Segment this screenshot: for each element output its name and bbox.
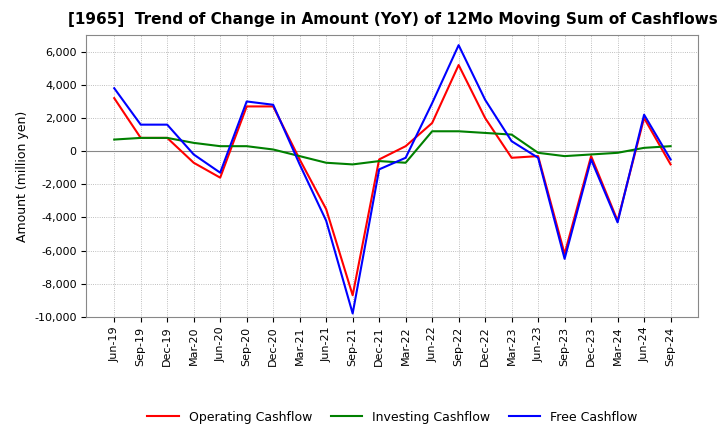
Investing Cashflow bbox=[216, 143, 225, 149]
Free Cashflow bbox=[454, 43, 463, 48]
Free Cashflow bbox=[481, 97, 490, 103]
Free Cashflow bbox=[348, 311, 357, 316]
Investing Cashflow bbox=[136, 135, 145, 140]
Free Cashflow bbox=[375, 167, 384, 172]
Investing Cashflow bbox=[454, 128, 463, 134]
Operating Cashflow bbox=[560, 251, 569, 257]
Free Cashflow bbox=[243, 99, 251, 104]
Investing Cashflow bbox=[666, 143, 675, 149]
Free Cashflow bbox=[428, 100, 436, 106]
Free Cashflow bbox=[269, 102, 277, 107]
Free Cashflow bbox=[587, 157, 595, 162]
Investing Cashflow bbox=[110, 137, 119, 142]
Operating Cashflow bbox=[136, 135, 145, 140]
Free Cashflow bbox=[534, 155, 542, 161]
Investing Cashflow bbox=[375, 158, 384, 164]
Operating Cashflow bbox=[613, 218, 622, 224]
Free Cashflow bbox=[640, 112, 649, 117]
Free Cashflow bbox=[508, 139, 516, 144]
Operating Cashflow bbox=[401, 143, 410, 149]
Operating Cashflow bbox=[640, 115, 649, 121]
Free Cashflow bbox=[613, 220, 622, 225]
Operating Cashflow bbox=[110, 95, 119, 101]
Operating Cashflow bbox=[375, 157, 384, 162]
Free Cashflow bbox=[666, 157, 675, 162]
Legend: Operating Cashflow, Investing Cashflow, Free Cashflow: Operating Cashflow, Investing Cashflow, … bbox=[143, 406, 642, 429]
Investing Cashflow bbox=[269, 147, 277, 152]
Investing Cashflow bbox=[243, 143, 251, 149]
Operating Cashflow bbox=[295, 157, 304, 162]
Investing Cashflow bbox=[401, 160, 410, 165]
Investing Cashflow bbox=[613, 150, 622, 155]
Free Cashflow bbox=[189, 152, 198, 157]
Operating Cashflow bbox=[454, 62, 463, 68]
Investing Cashflow bbox=[163, 135, 171, 140]
Line: Free Cashflow: Free Cashflow bbox=[114, 45, 670, 313]
Investing Cashflow bbox=[189, 140, 198, 146]
Operating Cashflow bbox=[322, 206, 330, 212]
Line: Operating Cashflow: Operating Cashflow bbox=[114, 65, 670, 295]
Y-axis label: Amount (million yen): Amount (million yen) bbox=[16, 110, 29, 242]
Operating Cashflow bbox=[428, 121, 436, 126]
Free Cashflow bbox=[401, 155, 410, 161]
Free Cashflow bbox=[322, 218, 330, 224]
Free Cashflow bbox=[110, 85, 119, 91]
Title: [1965]  Trend of Change in Amount (YoY) of 12Mo Moving Sum of Cashflows: [1965] Trend of Change in Amount (YoY) o… bbox=[68, 12, 717, 27]
Operating Cashflow bbox=[269, 104, 277, 109]
Investing Cashflow bbox=[428, 128, 436, 134]
Operating Cashflow bbox=[216, 175, 225, 180]
Free Cashflow bbox=[216, 170, 225, 175]
Free Cashflow bbox=[163, 122, 171, 127]
Investing Cashflow bbox=[534, 150, 542, 155]
Free Cashflow bbox=[560, 256, 569, 261]
Operating Cashflow bbox=[163, 135, 171, 140]
Operating Cashflow bbox=[189, 160, 198, 165]
Operating Cashflow bbox=[587, 154, 595, 159]
Investing Cashflow bbox=[295, 154, 304, 159]
Operating Cashflow bbox=[534, 154, 542, 159]
Free Cashflow bbox=[295, 162, 304, 167]
Line: Investing Cashflow: Investing Cashflow bbox=[114, 131, 670, 165]
Investing Cashflow bbox=[560, 154, 569, 159]
Investing Cashflow bbox=[508, 132, 516, 137]
Operating Cashflow bbox=[666, 162, 675, 167]
Investing Cashflow bbox=[481, 130, 490, 136]
Investing Cashflow bbox=[587, 152, 595, 157]
Investing Cashflow bbox=[322, 160, 330, 165]
Operating Cashflow bbox=[481, 115, 490, 121]
Operating Cashflow bbox=[243, 104, 251, 109]
Operating Cashflow bbox=[508, 155, 516, 161]
Free Cashflow bbox=[136, 122, 145, 127]
Investing Cashflow bbox=[348, 162, 357, 167]
Operating Cashflow bbox=[348, 293, 357, 298]
Investing Cashflow bbox=[640, 145, 649, 150]
